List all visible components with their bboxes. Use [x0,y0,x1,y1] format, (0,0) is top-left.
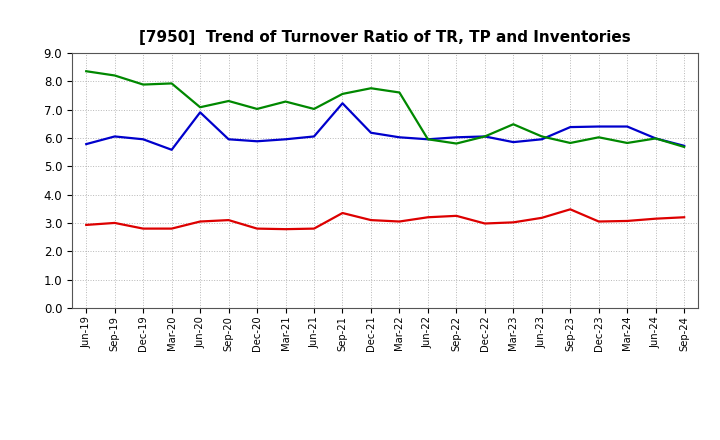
Trade Payables [366,130,375,136]
Trade Receivables [196,219,204,224]
Trade Receivables [423,215,432,220]
Trade Receivables [680,215,688,220]
Inventories [338,91,347,96]
Inventories [196,105,204,110]
Trade Payables [310,134,318,139]
Trade Payables [452,135,461,140]
Inventories [566,140,575,146]
Trade Receivables [595,219,603,224]
Trade Receivables [225,217,233,223]
Line: Trade Payables: Trade Payables [86,103,684,150]
Inventories [423,137,432,142]
Trade Receivables [110,220,119,226]
Inventories [480,134,489,139]
Trade Receivables [167,226,176,231]
Trade Receivables [310,226,318,231]
Trade Payables [537,137,546,142]
Title: [7950]  Trend of Turnover Ratio of TR, TP and Inventories: [7950] Trend of Turnover Ratio of TR, TP… [140,29,631,45]
Inventories [110,73,119,78]
Inventories [167,81,176,86]
Trade Payables [82,142,91,147]
Trade Receivables [623,218,631,224]
Trade Payables [480,134,489,139]
Trade Receivables [366,217,375,223]
Trade Payables [139,137,148,142]
Trade Receivables [566,207,575,212]
Trade Receivables [509,220,518,225]
Inventories [595,135,603,140]
Inventories [509,121,518,127]
Trade Payables [395,135,404,140]
Trade Payables [282,137,290,142]
Inventories [623,140,631,146]
Inventories [395,90,404,95]
Trade Receivables [253,226,261,231]
Trade Payables [652,136,660,141]
Inventories [282,99,290,104]
Inventories [225,99,233,104]
Trade Payables [680,143,688,148]
Trade Receivables [480,221,489,226]
Trade Receivables [139,226,148,231]
Inventories [82,69,91,74]
Trade Payables [196,110,204,115]
Trade Receivables [652,216,660,221]
Trade Receivables [338,210,347,216]
Trade Payables [509,139,518,145]
Trade Receivables [282,227,290,232]
Trade Receivables [452,213,461,219]
Inventories [310,106,318,112]
Trade Payables [225,137,233,142]
Line: Inventories: Inventories [86,71,684,147]
Inventories [139,82,148,87]
Trade Payables [110,134,119,139]
Trade Receivables [395,219,404,224]
Trade Payables [253,139,261,144]
Inventories [680,144,688,150]
Trade Payables [595,124,603,129]
Inventories [652,136,660,141]
Inventories [253,106,261,112]
Inventories [366,86,375,91]
Trade Payables [423,137,432,142]
Trade Payables [566,125,575,130]
Trade Payables [338,101,347,106]
Trade Payables [623,124,631,129]
Trade Payables [167,147,176,152]
Trade Receivables [82,222,91,227]
Inventories [452,141,461,146]
Inventories [537,134,546,139]
Trade Receivables [537,215,546,220]
Line: Trade Receivables: Trade Receivables [86,209,684,229]
